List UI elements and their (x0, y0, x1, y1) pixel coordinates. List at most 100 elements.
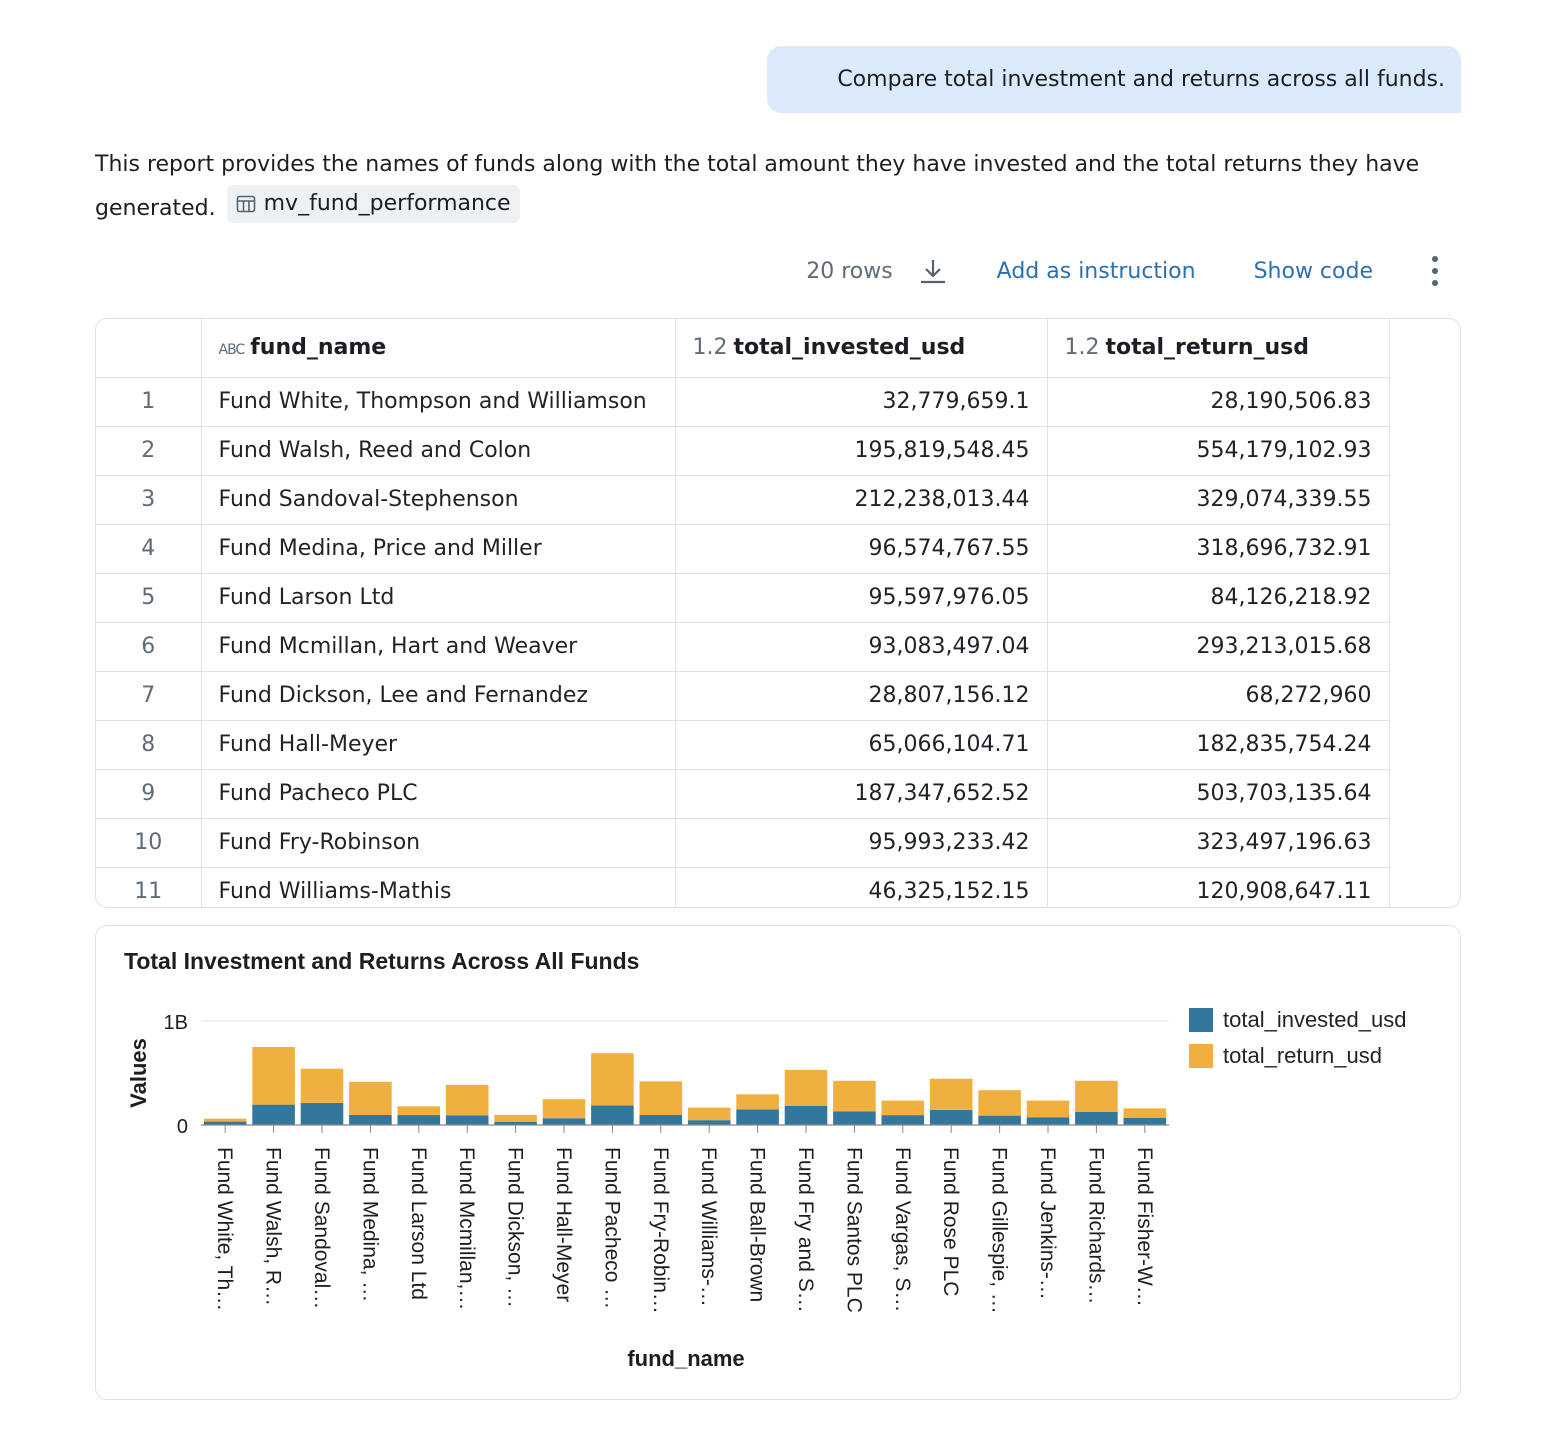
return-cell: 28,190,506.83 (1047, 377, 1390, 427)
fund-name-cell: Fund Sandoval-Stephenson (201, 475, 676, 525)
abc-icon: ABC (218, 342, 246, 359)
x-tick-label: Fund Williams-… (697, 1147, 720, 1307)
table-row: 3 Fund Sandoval-Stephenson 212,238,013.44 3… (96, 475, 1390, 525)
download-icon[interactable] (917, 255, 949, 287)
more-options-icon[interactable] (1431, 256, 1439, 286)
x-tick-label: Fund Pacheco … (600, 1147, 623, 1309)
bar-invested (542, 1118, 586, 1125)
invested-cell: 195,819,548.45 (675, 426, 1048, 476)
table-row: 11 Fund Williams-Mathis 46,325,152.15 120,9… (96, 867, 1390, 907)
x-tick-label: Fund Jenkins-… (1036, 1147, 1059, 1300)
table-row: 5 Fund Larson Ltd 95,597,976.05 84,126,218.… (96, 573, 1390, 623)
bar-return (1075, 1080, 1118, 1112)
column-header-label: total_invested_usd (733, 335, 966, 361)
row-index: 3 (96, 475, 202, 525)
table-row: 2 Fund Walsh, Reed and Colon 195,819,548.4… (96, 426, 1390, 476)
row-index: 7 (96, 671, 202, 721)
row-index: 8 (96, 720, 202, 770)
x-tick-label: Fund Gillespie, … (988, 1147, 1011, 1314)
return-cell: 554,179,102.93 (1047, 426, 1390, 476)
column-header[interactable]: ABC fund_name (201, 319, 676, 378)
table-icon (236, 195, 255, 213)
row-index: 10 (96, 818, 202, 868)
x-tick-label: Fund Fry and S… (794, 1147, 817, 1313)
fund-name-cell: Fund Fry-Robinson (201, 818, 676, 868)
index-header (96, 319, 202, 378)
invested-cell: 95,597,976.05 (675, 573, 1048, 623)
y-tick-label: 0 (177, 1116, 188, 1138)
legend-label: total_invested_usd (1223, 1007, 1407, 1032)
fund-name-cell: Fund Hall-Meyer (201, 720, 676, 770)
x-tick-label: Fund Vargas, S… (891, 1147, 914, 1312)
legend-item: total_return_usd (1189, 1038, 1406, 1074)
legend-item: total_invested_usd (1189, 1002, 1406, 1038)
legend-swatch-return (1189, 1044, 1213, 1068)
row-index: 1 (96, 377, 202, 427)
fund-name-cell: Fund Medina, Price and Miller (201, 524, 676, 574)
bar-invested (591, 1105, 634, 1125)
table-row: 6 Fund Mcmillan, Hart and Weaver 93,083,49… (96, 622, 1390, 672)
bar-invested (639, 1115, 683, 1125)
fund-name-cell: Fund Larson Ltd (201, 573, 676, 623)
bar-return (494, 1114, 537, 1123)
x-tick-label: Fund Fry-Robin… (649, 1147, 672, 1314)
bar-return (784, 1069, 828, 1106)
user-message-bubble: Compare total investment and returns acr… (767, 46, 1461, 113)
show-code-link[interactable]: Show code (1253, 258, 1373, 284)
decimal-icon: 1.2 (692, 335, 728, 361)
y-axis-title: Values (126, 1038, 151, 1108)
row-index: 4 (96, 524, 202, 574)
return-cell: 318,696,732.91 (1047, 524, 1390, 574)
source-table-chip[interactable]: mv_fund_performance (226, 185, 520, 223)
source-table-name: mv_fund_performance (263, 191, 511, 216)
bar-return (929, 1078, 973, 1110)
stacked-bar-chart: 0 1B Fund White, Th… Fund Walsh, R… Fund San… (126, 1012, 1169, 1371)
table-header-row: ABC fund_name 1.2 total_invested_usd 1.2 to… (96, 319, 1390, 378)
invested-cell: 187,347,652.52 (675, 769, 1048, 819)
x-tick-label: Fund Medina, … (358, 1147, 381, 1302)
bar-return (978, 1090, 1021, 1116)
assistant-text: This report provides the names of funds … (95, 152, 1420, 221)
invested-cell: 32,779,659.1 (675, 377, 1048, 427)
decimal-icon: 1.2 (1064, 335, 1100, 361)
bar-invested (203, 1121, 247, 1125)
row-index: 11 (96, 867, 202, 907)
x-tick-label: Fund Sandoval… (310, 1147, 333, 1309)
table-row: 7 Fund Dickson, Lee and Fernandez 28,807,1… (96, 671, 1390, 721)
bar-return (1026, 1100, 1070, 1118)
bar-invested (445, 1115, 489, 1125)
add-as-instruction-link[interactable]: Add as instruction (996, 258, 1196, 284)
invested-cell: 96,574,767.55 (675, 524, 1048, 574)
chart-card: Total Investment and Returns Across All … (95, 925, 1461, 1400)
invested-cell: 46,325,152.15 (675, 867, 1048, 907)
invested-cell: 28,807,156.12 (675, 671, 1048, 721)
bar-return (445, 1084, 489, 1116)
bar-invested (784, 1105, 828, 1125)
fund-name-cell: Fund Williams-Mathis (201, 867, 676, 907)
result-toolbar: 20 rows Add as instruction Show code (740, 250, 1455, 292)
bar-return (639, 1081, 683, 1116)
row-index: 2 (96, 426, 202, 476)
invested-cell: 65,066,104.71 (675, 720, 1048, 770)
x-tick-label: Fund Mcmillan,… (455, 1147, 478, 1310)
row-count: 20 rows (806, 258, 893, 284)
return-cell: 329,074,339.55 (1047, 475, 1390, 525)
fund-name-cell: Fund Walsh, Reed and Colon (201, 426, 676, 476)
x-tick-label: Fund Dickson, … (504, 1147, 527, 1308)
column-header[interactable]: 1.2 total_return_usd (1047, 319, 1390, 378)
table-row: 9 Fund Pacheco PLC 187,347,652.52 503,703,1… (96, 769, 1390, 819)
assistant-description: This report provides the names of funds … (95, 145, 1455, 229)
invested-cell: 95,993,233.42 (675, 818, 1048, 868)
chart-legend: total_invested_usd total_return_usd (1189, 1002, 1406, 1074)
return-cell: 84,126,218.92 (1047, 573, 1390, 623)
bar-return (300, 1068, 344, 1103)
x-tick-label: Fund White, Th… (213, 1147, 236, 1311)
fund-name-cell: Fund Mcmillan, Hart and Weaver (201, 622, 676, 672)
column-header[interactable]: 1.2 total_invested_usd (675, 319, 1048, 378)
user-message-text: Compare total investment and returns acr… (837, 67, 1445, 92)
fund-name-cell: Fund Pacheco PLC (201, 769, 676, 819)
bar-return (736, 1094, 779, 1110)
table-row: 1 Fund White, Thompson and Williamson 32,7… (96, 377, 1390, 427)
bar-invested (978, 1115, 1021, 1125)
x-tick-label: Fund Walsh, R… (262, 1147, 285, 1306)
